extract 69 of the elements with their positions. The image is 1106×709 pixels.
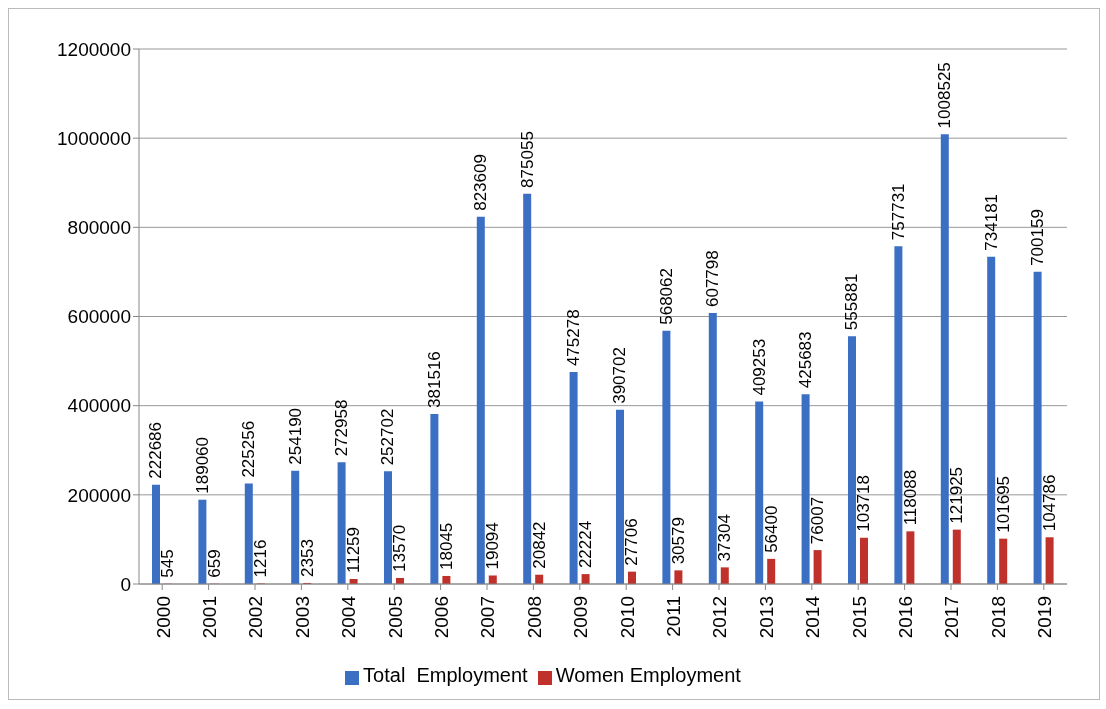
- data-label: 27706: [622, 518, 642, 566]
- data-label: 252702: [378, 408, 398, 466]
- data-label: 2353: [297, 539, 317, 577]
- data-label: 37304: [715, 514, 735, 562]
- x-tick-label: 2016: [895, 596, 917, 639]
- y-tick-label: 1200000: [57, 38, 131, 60]
- x-tick-label: 2009: [570, 596, 592, 639]
- data-label: 734181: [981, 193, 1001, 251]
- x-tick-label: 2010: [616, 596, 638, 639]
- y-tick-label: 200000: [67, 484, 131, 506]
- legend-label: Total Employment: [363, 664, 528, 686]
- x-tick-label: 2003: [291, 596, 313, 639]
- data-label: 875055: [517, 131, 537, 188]
- data-label: 225256: [239, 420, 259, 478]
- x-tick-label: 2015: [848, 596, 870, 639]
- data-label: 11259: [344, 526, 364, 573]
- data-label: 101695: [993, 475, 1013, 533]
- data-label: 1216: [251, 539, 271, 578]
- data-label: 13570: [390, 524, 410, 572]
- x-tick-label: 2000: [152, 596, 174, 639]
- data-label: 700159: [1028, 209, 1048, 266]
- y-tick-label: 400000: [67, 395, 131, 417]
- data-label: 20842: [529, 521, 549, 569]
- data-label: 659: [204, 549, 224, 578]
- data-label: 189060: [192, 436, 212, 494]
- x-tick-label: 2019: [1034, 596, 1056, 639]
- data-label: 56400: [761, 505, 781, 553]
- data-label: 555881: [842, 273, 862, 331]
- data-label: 1008525: [935, 62, 955, 129]
- data-label: 568062: [656, 268, 676, 325]
- data-label: 757731: [888, 183, 908, 241]
- y-tick-label: 800000: [67, 217, 131, 239]
- data-label: 76007: [808, 496, 828, 545]
- x-tick-label: 2006: [431, 596, 453, 639]
- data-label: 103718: [854, 475, 874, 532]
- x-tick-label: 2004: [338, 595, 360, 639]
- x-tick-label: 2018: [987, 596, 1009, 639]
- data-label: 121925: [947, 466, 967, 524]
- x-tick-label: 2007: [477, 596, 499, 639]
- data-label: 30579: [668, 517, 688, 565]
- data-label: 254190: [285, 407, 305, 465]
- x-tick-label: 2014: [802, 595, 824, 639]
- data-label: 222686: [146, 421, 166, 479]
- data-label: 272958: [332, 399, 352, 457]
- data-label: 118088: [900, 469, 920, 526]
- data-label: 475278: [564, 309, 584, 367]
- legend-label: Women Employment: [555, 664, 741, 686]
- x-tick-label: 2017: [941, 596, 963, 639]
- x-tick-label: 2011: [663, 596, 685, 637]
- x-tick-label: 2008: [523, 596, 545, 639]
- data-label: 425683: [796, 331, 816, 389]
- data-label: 381516: [424, 351, 444, 408]
- data-label: 823609: [471, 154, 491, 211]
- x-tick-label: 2001: [199, 596, 221, 639]
- x-tick-label: 2013: [755, 596, 777, 639]
- data-label: 409253: [749, 338, 769, 396]
- x-tick-label: 2012: [709, 596, 731, 639]
- data-label: 607798: [703, 250, 723, 308]
- y-tick-label: 0: [120, 573, 131, 595]
- data-label: 104786: [1040, 474, 1060, 532]
- y-tick-label: 600000: [67, 306, 131, 328]
- x-tick-label: 2005: [384, 596, 406, 639]
- y-tick-label: 1000000: [57, 127, 131, 149]
- data-label: 390702: [610, 347, 630, 404]
- data-label: 18045: [436, 522, 456, 570]
- x-tick-label: 2002: [245, 596, 267, 639]
- data-label: 19094: [483, 522, 503, 570]
- data-label: 22224: [576, 520, 596, 569]
- data-label: 545: [158, 549, 178, 578]
